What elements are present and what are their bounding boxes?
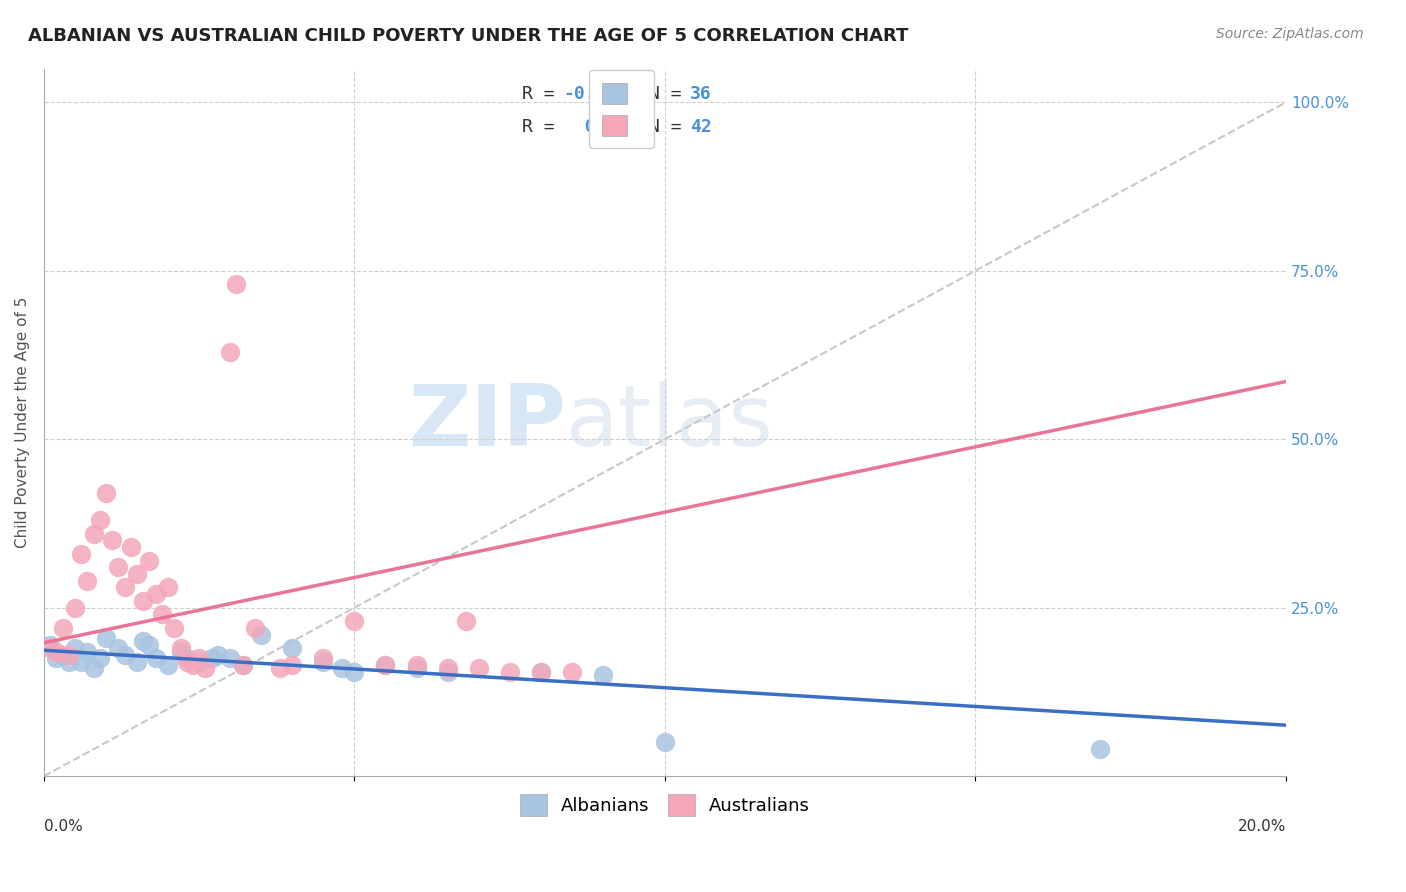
Point	[243, 621, 266, 635]
Text: N =: N =	[648, 85, 692, 103]
Text: R =: R =	[522, 118, 565, 136]
Point	[188, 651, 211, 665]
Point	[125, 655, 148, 669]
Point	[107, 641, 129, 656]
Point	[45, 651, 67, 665]
Point	[232, 657, 254, 672]
Point	[163, 621, 186, 635]
Point	[58, 655, 80, 669]
Point	[125, 566, 148, 581]
Point	[269, 661, 291, 675]
Point	[1088, 742, 1111, 756]
Point	[592, 668, 614, 682]
Point	[157, 581, 180, 595]
Text: ZIP: ZIP	[408, 381, 565, 464]
Point	[405, 661, 427, 675]
Point	[207, 648, 229, 662]
Point	[343, 614, 366, 628]
Point	[312, 651, 335, 665]
Point	[169, 641, 191, 656]
Point	[76, 644, 98, 658]
Text: 0.375: 0.375	[562, 118, 640, 136]
Point	[145, 651, 167, 665]
Point	[194, 661, 217, 675]
Point	[101, 533, 124, 548]
Point	[114, 648, 136, 662]
Point	[145, 587, 167, 601]
Text: -0.570: -0.570	[562, 85, 628, 103]
Point	[343, 665, 366, 679]
Legend: , : ,	[589, 70, 654, 148]
Point	[150, 607, 173, 622]
Point	[58, 648, 80, 662]
Point	[83, 526, 105, 541]
Point	[405, 657, 427, 672]
Point	[83, 661, 105, 675]
Point	[120, 540, 142, 554]
Point	[232, 657, 254, 672]
Text: atlas: atlas	[565, 381, 773, 464]
Text: 20.0%: 20.0%	[1237, 819, 1286, 834]
Point	[281, 641, 304, 656]
Point	[63, 600, 86, 615]
Point	[330, 661, 353, 675]
Text: 0.0%: 0.0%	[44, 819, 83, 834]
Point	[456, 614, 478, 628]
Point	[157, 657, 180, 672]
Point	[107, 560, 129, 574]
Point	[132, 634, 155, 648]
Point	[51, 648, 73, 662]
Text: Source: ZipAtlas.com: Source: ZipAtlas.com	[1216, 27, 1364, 41]
Point	[138, 638, 160, 652]
Point	[169, 644, 191, 658]
Point	[219, 344, 242, 359]
Point	[45, 644, 67, 658]
Point	[225, 277, 247, 292]
Point	[70, 547, 93, 561]
Point	[436, 661, 458, 675]
Legend: Albanians, Australians: Albanians, Australians	[505, 780, 824, 830]
Point	[498, 665, 520, 679]
Point	[436, 665, 458, 679]
Point	[94, 631, 117, 645]
Point	[138, 553, 160, 567]
Text: 36: 36	[690, 85, 711, 103]
Point	[374, 657, 396, 672]
Point	[467, 661, 489, 675]
Text: ALBANIAN VS AUSTRALIAN CHILD POVERTY UNDER THE AGE OF 5 CORRELATION CHART: ALBANIAN VS AUSTRALIAN CHILD POVERTY UND…	[28, 27, 908, 45]
Point	[281, 657, 304, 672]
Point	[89, 651, 111, 665]
Point	[176, 651, 198, 665]
Point	[561, 665, 583, 679]
Point	[70, 655, 93, 669]
Point	[63, 641, 86, 656]
Point	[219, 651, 242, 665]
Point	[312, 655, 335, 669]
Y-axis label: Child Poverty Under the Age of 5: Child Poverty Under the Age of 5	[15, 297, 30, 548]
Point	[132, 594, 155, 608]
Point	[530, 665, 553, 679]
Point	[181, 657, 204, 672]
Point	[51, 621, 73, 635]
Point	[89, 513, 111, 527]
Point	[94, 486, 117, 500]
Point	[114, 581, 136, 595]
Point	[39, 641, 62, 656]
Point	[76, 574, 98, 588]
Point	[374, 657, 396, 672]
Text: R =: R =	[522, 85, 565, 103]
Point	[39, 638, 62, 652]
Point	[654, 735, 676, 749]
Point	[200, 651, 222, 665]
Point	[188, 655, 211, 669]
Text: 42: 42	[690, 118, 711, 136]
Text: N =: N =	[648, 118, 692, 136]
Point	[250, 627, 273, 641]
Point	[530, 665, 553, 679]
Point	[176, 655, 198, 669]
